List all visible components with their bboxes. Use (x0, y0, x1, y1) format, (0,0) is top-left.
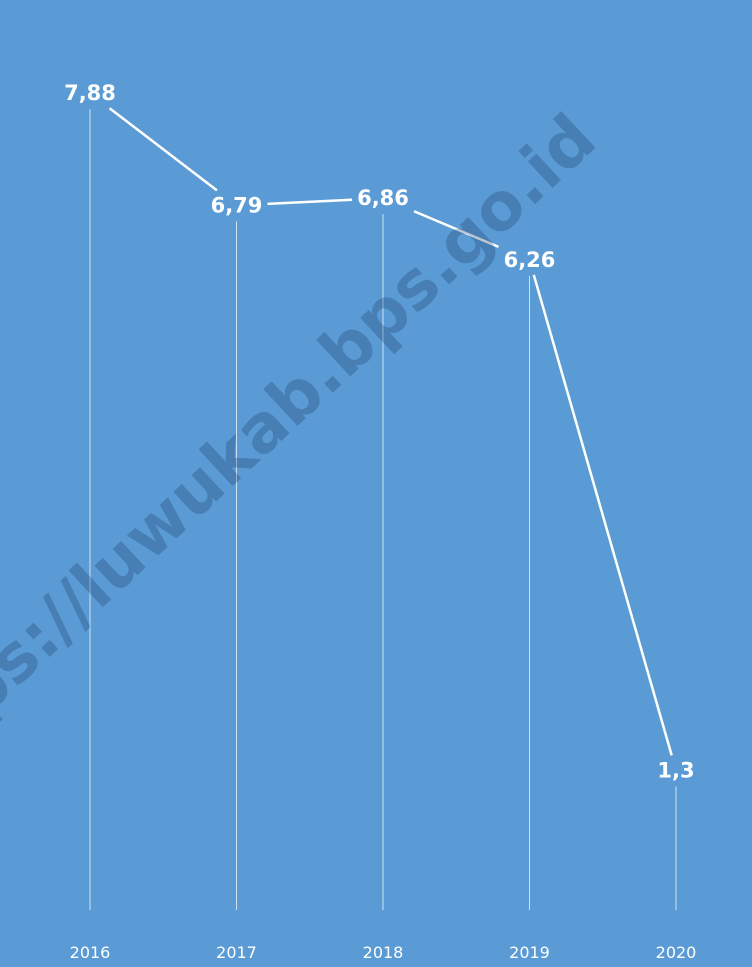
x-tick-label-2020: 2020 (656, 943, 697, 962)
data-label-2020: 1,3 (657, 758, 694, 782)
x-tick-label-2017: 2017 (216, 943, 257, 962)
x-tick-label-2018: 2018 (363, 943, 404, 962)
series-segment-2016-2017 (108, 107, 218, 192)
x-axis-ticks: 2016 2017 2018 2019 2020 (70, 943, 697, 962)
data-label-2016: 7,88 (64, 81, 116, 105)
x-tick-label-2016: 2016 (70, 943, 111, 962)
drop-lines (89, 109, 677, 910)
data-labels: 7,88 6,79 6,86 6,26 1,3 (64, 81, 695, 782)
data-label-2017: 6,79 (211, 193, 263, 217)
series-segment-2019-2020 (532, 274, 673, 756)
series-segment-2018-2019 (413, 210, 499, 249)
series-segment-2017-2018 (267, 198, 353, 206)
x-tick-label-2019: 2019 (509, 943, 550, 962)
series-line (108, 107, 673, 756)
data-label-2019: 6,26 (504, 248, 556, 272)
data-label-2018: 6,86 (357, 186, 409, 210)
